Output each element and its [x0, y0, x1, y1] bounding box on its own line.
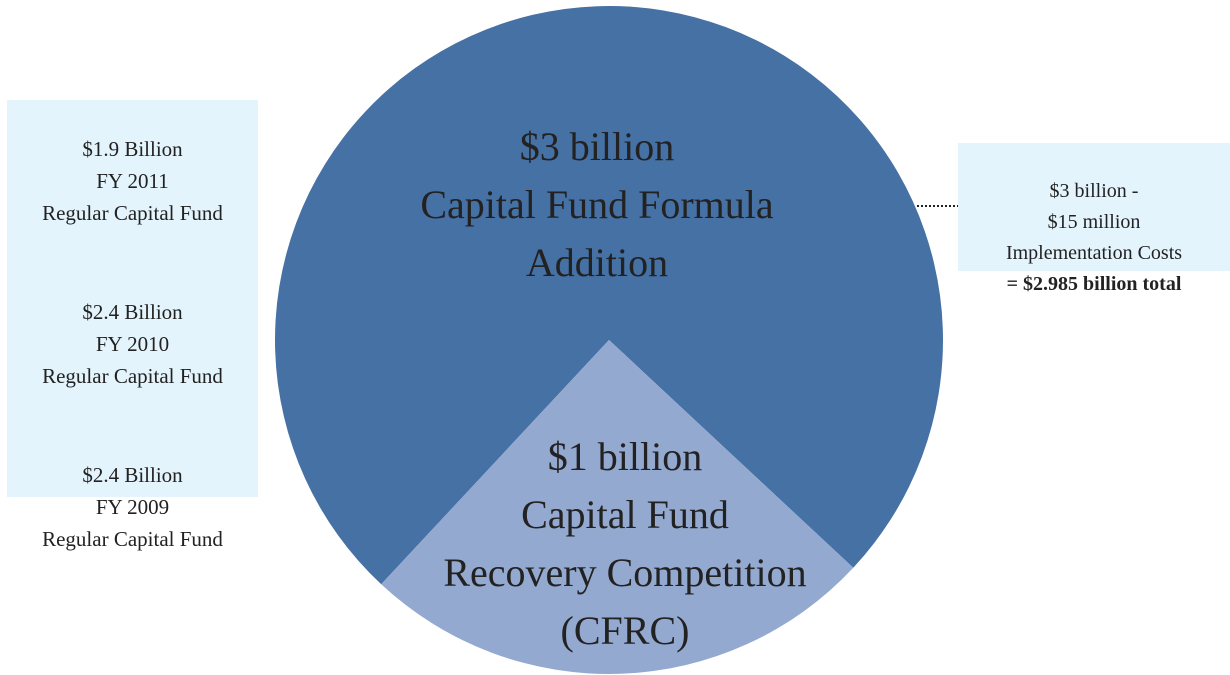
pie-slice: [275, 6, 944, 585]
category-label: Capital Fund Recovery Competition (CFRC): [443, 492, 807, 653]
left-box: $1.9 Billion FY 2011 Regular Capital Fun…: [7, 100, 258, 551]
pie-slice: [381, 340, 854, 674]
slice-label: $1 billion Capital Fund Recovery Competit…: [365, 428, 885, 660]
fund-item: $1.9 Billion FY 2011 Regular Capital Fun…: [42, 137, 223, 225]
category-label: Capital Fund Formula Addition: [420, 182, 774, 285]
fund-item: $2.4 Billion FY 2009 Regular Capital Fun…: [42, 463, 223, 551]
right-box: $3 billion - $15 million Implementation …: [958, 143, 1230, 295]
cost-text: $3 billion - $15 million Implementation …: [1005, 180, 1183, 264]
slice-label: $3 billion Capital Fund Formula Addition: [337, 118, 857, 292]
fund-item: $2.4 Billion FY 2010 Regular Capital Fun…: [42, 300, 223, 388]
value-label: $3 billion: [519, 124, 675, 169]
value-label: $1 billion: [547, 434, 703, 479]
cost-total: = $2.985 billion total: [1006, 273, 1182, 295]
